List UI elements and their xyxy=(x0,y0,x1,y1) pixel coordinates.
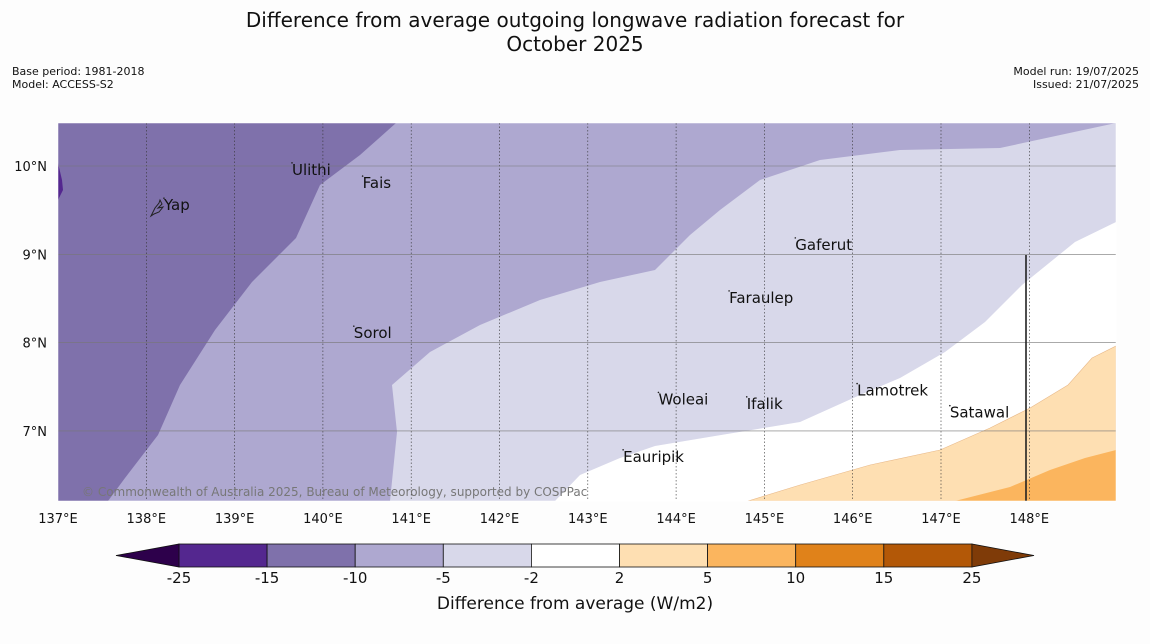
contour-band-minus10-minus5 xyxy=(58,123,1116,501)
colorbar-under-arrow xyxy=(115,543,180,568)
yap-island-outline xyxy=(149,198,165,218)
base-period: Base period: 1981-2018 xyxy=(12,65,145,78)
map-title: Difference from average outgoing longwav… xyxy=(0,8,1150,56)
map-plot-area xyxy=(58,123,1116,501)
colorbar-tick-label: -5 xyxy=(436,569,451,587)
island-dot xyxy=(794,237,797,239)
place-label-satawal: Satawal xyxy=(950,404,1009,422)
copyright-text: © Commonwealth of Australia 2025, Bureau… xyxy=(82,485,587,499)
place-label-yap: Yap xyxy=(163,196,190,214)
contour-band-plus5-plus10 xyxy=(955,450,1116,501)
colorbar-swatch xyxy=(619,543,708,568)
place-label-faraulep: Faraulep xyxy=(729,289,793,307)
meta-right: Model run: 19/07/2025 Issued: 21/07/2025 xyxy=(1013,65,1139,91)
colorbar-swatch xyxy=(795,543,885,568)
colorbar-label: Difference from average (W/m2) xyxy=(436,594,714,614)
colorbar-tick-label: -25 xyxy=(167,569,192,587)
lon-tick-label: 141°E xyxy=(391,512,431,527)
title-line-2: October 2025 xyxy=(506,32,644,56)
colorbar-tick-label: 15 xyxy=(874,569,893,587)
colorbar-swatch xyxy=(266,543,356,568)
lat-tick-label: 8°N xyxy=(23,337,48,352)
place-label-ifalik: Ifalik xyxy=(747,395,783,413)
meta-left: Base period: 1981-2018 Model: ACCESS-S2 xyxy=(12,65,144,91)
colorbar-tick-label: 10 xyxy=(786,569,805,587)
lat-tick-label: 9°N xyxy=(23,248,48,263)
colorbar-tick-label: -15 xyxy=(255,569,280,587)
colorbar-swatch xyxy=(707,543,797,568)
title-line-1: Difference from average outgoing longwav… xyxy=(245,8,905,32)
place-label-sorol: Sorol xyxy=(354,324,392,342)
colorbar-swatch xyxy=(354,543,444,568)
island-dot xyxy=(728,290,730,292)
map-frame xyxy=(57,122,1117,502)
colorbar-tick-label: 2 xyxy=(615,569,625,587)
model-run: Model run: 19/07/2025 xyxy=(1013,65,1139,78)
lon-tick-label: 138°E xyxy=(127,512,167,527)
model-name: Model: ACCESS-S2 xyxy=(12,78,114,91)
lon-tick-label: 143°E xyxy=(568,512,608,527)
contour-band-plus2-plus5 xyxy=(747,345,1116,501)
island-dot xyxy=(361,175,364,177)
island-markers xyxy=(149,198,1027,501)
lon-tick-label: 146°E xyxy=(833,512,873,527)
contour-band-minus25-minus15 xyxy=(58,163,63,200)
colorbar-tick-label: 5 xyxy=(703,569,713,587)
lon-tick-label: 144°E xyxy=(656,512,696,527)
place-label-woleai: Woleai xyxy=(658,390,708,408)
lat-tick-label: 10°N xyxy=(14,160,47,175)
place-label-lamotrek: Lamotrek xyxy=(857,382,928,400)
colorbar-swatch xyxy=(442,543,532,568)
colorbar-swatch xyxy=(531,543,620,568)
lon-tick-label: 142°E xyxy=(480,512,520,527)
colorbar: -25 -15 -10 -5 -2 2 5 10 15 25 xyxy=(115,543,1035,587)
island-dot xyxy=(291,162,293,164)
island-dot xyxy=(622,449,624,451)
colorbar-over-arrow xyxy=(971,543,1035,568)
island-dot xyxy=(163,197,165,199)
island-dot xyxy=(657,391,660,394)
axis-labels: 137°E 138°E 139°E 140°E 141°E 142°E 143°E 144°E… xyxy=(14,160,1049,527)
place-label-ulithi: Ulithi xyxy=(292,161,331,179)
colorbar-tick-label: -2 xyxy=(524,569,539,587)
colorbar-swatch xyxy=(178,543,268,568)
issued-date: Issued: 21/07/2025 xyxy=(1032,78,1139,91)
colorbar-tick-label: -10 xyxy=(343,569,368,587)
lon-tick-label: 139°E xyxy=(215,512,255,527)
colorbar-swatch xyxy=(883,543,973,568)
contour-band-minus15-minus10 xyxy=(58,123,396,501)
lon-tick-label: 137°E xyxy=(38,512,78,527)
colorbar-tick-label: 25 xyxy=(962,569,981,587)
lon-tick-label: 147°E xyxy=(921,512,961,527)
lon-tick-label: 140°E xyxy=(303,512,343,527)
lon-tick-label: 148°E xyxy=(1010,512,1050,527)
island-dot xyxy=(745,396,748,398)
island-dot xyxy=(353,325,355,327)
island-dot xyxy=(856,382,858,385)
place-labels: Yap Ulithi Fais Gaferut Faraulep Sorol Woleai I… xyxy=(163,161,1009,466)
gridlines xyxy=(58,123,1116,501)
lat-tick-label: 7°N xyxy=(23,425,48,440)
island-dot xyxy=(949,404,951,407)
place-label-gaferut: Gaferut xyxy=(795,236,852,254)
lon-tick-label: 145°E xyxy=(745,512,785,527)
place-label-eauripik: Eauripik xyxy=(623,448,684,466)
place-label-fais: Fais xyxy=(363,174,392,192)
